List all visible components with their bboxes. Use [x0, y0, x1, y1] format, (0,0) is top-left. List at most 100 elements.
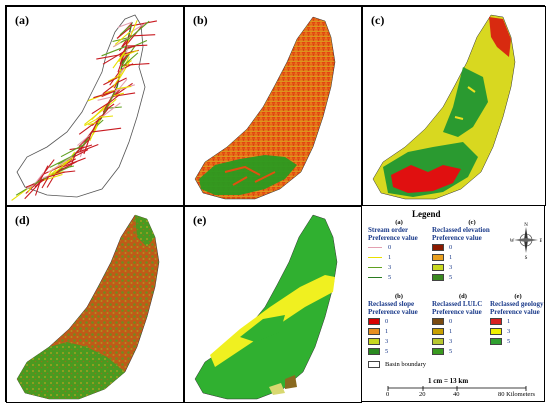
stream-segment [78, 136, 90, 147]
legend-color-swatch [432, 337, 444, 345]
figure-frame: (a) (b) [5, 5, 546, 403]
stream-segment [89, 124, 98, 142]
legend-line-swatch [368, 246, 382, 248]
legend-letter: (e) [514, 293, 522, 300]
legend-color-swatch [432, 273, 444, 281]
legend-elevation: (c) Reclassed elevation Preference value… [432, 219, 512, 282]
stream-segment [96, 53, 125, 60]
stream-order-map [11, 14, 158, 201]
legend-color-swatch [432, 263, 444, 271]
stream-segment [115, 85, 132, 90]
legend-lulc: (d) Reclassed LULC Preference value 0 1 3 5 [432, 293, 494, 356]
scale-tick-20: 20 [419, 391, 426, 398]
legend-line-swatch [368, 276, 382, 278]
panel-e-geology: (e) [184, 206, 362, 403]
legend-color-swatch [432, 243, 444, 251]
legend-letter: (d) [459, 293, 467, 300]
elevation-map [372, 14, 516, 200]
legend-color-swatch [368, 347, 380, 355]
legend-item-value: 3 [449, 337, 453, 345]
legend-item-value: 5 [449, 347, 453, 355]
legend-item-value: 0 [388, 243, 392, 251]
panel-d-label: (d) [15, 213, 30, 227]
stream-segment [108, 94, 121, 104]
stream-segment [42, 164, 65, 176]
panel-a-label: (a) [15, 13, 29, 27]
legend-item-value: 1 [449, 253, 453, 261]
legend-item: 0 [368, 242, 430, 252]
stream-segment [120, 38, 129, 43]
legend-item-value: 1 [507, 317, 511, 325]
stream-segment [41, 176, 50, 189]
stream-segment [112, 50, 126, 69]
scale-tick-0: 0 [386, 391, 390, 398]
stream-segment [118, 61, 131, 80]
stream-segment [75, 143, 99, 154]
slope-map [194, 16, 336, 200]
legend-item: 3 [368, 336, 430, 346]
legend-item: 3 [368, 262, 430, 272]
geology-map [194, 214, 338, 400]
legend-letter: (a) [395, 219, 403, 226]
legend-item: 5 [490, 336, 546, 346]
legend-color-swatch [490, 337, 502, 345]
legend-heading: Reclassed geology [490, 300, 544, 308]
legend-line-swatch [368, 266, 382, 268]
legend-subheading: Preference value [368, 234, 418, 242]
stream-segment [49, 154, 75, 168]
legend-item-value: 5 [449, 273, 453, 281]
stream-segment [46, 171, 66, 178]
legend-item-value: 3 [385, 337, 389, 345]
stream-segment [102, 50, 126, 65]
legend-item: 1 [432, 252, 512, 262]
stream-segment [117, 77, 127, 83]
stream-segment [121, 44, 137, 65]
stream-segment [48, 156, 73, 173]
legend-item: 3 [490, 326, 546, 336]
legend-item: 0 [432, 316, 494, 326]
legend-color-swatch [368, 337, 380, 345]
legend-stream-order: (a) Stream order Preference value 0 1 3 5 [368, 219, 430, 282]
legend-item: 0 [432, 242, 512, 252]
scale-bar: 1 cm = 13 km 0 20 40 80 Kilometers [386, 377, 536, 399]
legend-item: 0 [368, 316, 430, 326]
legend-item: 1 [368, 326, 430, 336]
compass-rose-icon: N S W E [510, 223, 542, 259]
legend-item: 5 [432, 346, 494, 356]
stream-segment [34, 172, 44, 184]
legend-item: 3 [432, 336, 494, 346]
stream-segment [119, 67, 126, 75]
legend-heading: Stream order [368, 226, 409, 234]
legend-color-swatch [368, 327, 380, 335]
legend-letter: (c) [468, 219, 476, 226]
compass-s: S [525, 256, 528, 259]
legend-item: 1 [368, 252, 430, 262]
legend-letter: (b) [395, 293, 403, 300]
legend-item-value: 1 [449, 327, 453, 335]
lulc-map [16, 214, 160, 400]
stream-segment [53, 156, 74, 175]
stream-segment [114, 31, 130, 45]
stream-segment [126, 44, 148, 47]
legend-item: 5 [368, 272, 430, 282]
stream-segment [124, 49, 138, 57]
legend-item-value: 3 [449, 263, 453, 271]
legend-subheading: Preference value [490, 308, 540, 316]
stream-segment [112, 92, 136, 98]
stream-segment [25, 183, 35, 188]
legend-item: 1 [490, 316, 546, 326]
stream-segment [117, 21, 133, 28]
legend-basin-boundary: Basin boundary [368, 359, 426, 369]
legend-item-value: 3 [388, 263, 392, 271]
legend-color-swatch [432, 347, 444, 355]
stream-segment [97, 96, 113, 101]
stream-segment [77, 134, 91, 146]
panel-d-lulc: (d) [6, 206, 184, 403]
panel-b-label: (b) [193, 13, 208, 27]
stream-segment [125, 45, 136, 49]
compass-e: E [539, 239, 542, 244]
stream-segment [91, 101, 110, 115]
stream-segment [126, 20, 138, 46]
panel-c-label: (c) [371, 13, 385, 27]
stream-segment [116, 26, 132, 39]
